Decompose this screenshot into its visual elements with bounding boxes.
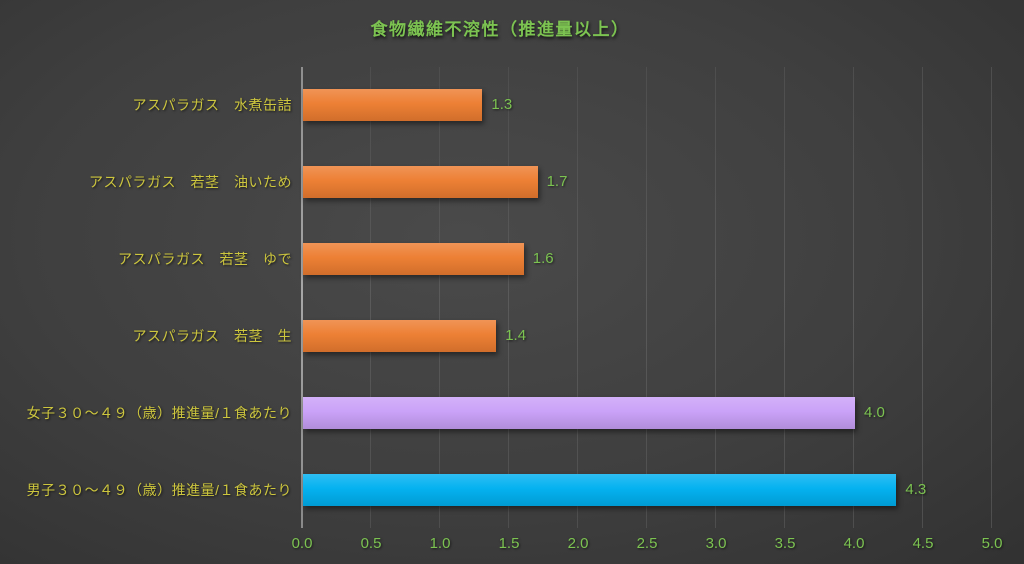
x-tick-label: 0.0 xyxy=(291,535,313,552)
x-tick-label: 4.0 xyxy=(843,535,865,552)
x-tick-label: 4.5 xyxy=(912,535,934,552)
x-tick-label: 3.0 xyxy=(705,535,727,552)
category-label: 男子３０～４９（歳）推進量/１食あたり xyxy=(26,481,292,498)
gridline xyxy=(784,67,785,528)
plot-area xyxy=(301,67,992,528)
gridline xyxy=(508,67,509,528)
category-label: アスパラガス 若茎 油いため xyxy=(89,174,292,191)
x-tick-label: 3.5 xyxy=(774,535,796,552)
gridline xyxy=(370,67,371,528)
gridline xyxy=(439,67,440,528)
x-tick-label: 2.0 xyxy=(567,535,589,552)
gridline xyxy=(577,67,578,528)
bar-value-label: 1.7 xyxy=(546,173,568,191)
bar xyxy=(303,243,524,276)
bar xyxy=(303,319,497,352)
category-label: アスパラガス 若茎 ゆで xyxy=(118,251,292,268)
gridline xyxy=(646,67,647,528)
category-label: アスパラガス 若茎 生 xyxy=(132,327,292,344)
x-tick-label: 1.5 xyxy=(498,535,520,552)
bar-value-label: 4.0 xyxy=(864,403,885,421)
x-tick-label: 2.5 xyxy=(636,535,658,552)
category-label: アスパラガス 水煮缶詰 xyxy=(132,97,292,114)
gridline xyxy=(922,67,923,528)
y-axis-line xyxy=(301,67,303,528)
gridline xyxy=(991,67,992,528)
bar-value-label: 1.3 xyxy=(491,96,513,114)
bar-value-label: 1.6 xyxy=(532,250,554,268)
gridline xyxy=(853,67,854,528)
bar xyxy=(303,396,855,429)
bar xyxy=(303,166,538,199)
category-label: 女子３０～４９（歳）推進量/１食あたり xyxy=(26,404,292,421)
x-tick-label: 0.5 xyxy=(360,535,382,552)
bar xyxy=(303,473,897,506)
bar xyxy=(303,89,483,122)
x-tick-label: 1.0 xyxy=(429,535,451,552)
x-tick-label: 5.0 xyxy=(981,535,1003,552)
chart-title: 食物繊維不溶性（推進量以上） xyxy=(370,20,630,39)
bar-value-label: 4.3 xyxy=(905,480,927,498)
bar-value-label: 1.4 xyxy=(505,326,527,344)
gridline xyxy=(715,67,716,528)
